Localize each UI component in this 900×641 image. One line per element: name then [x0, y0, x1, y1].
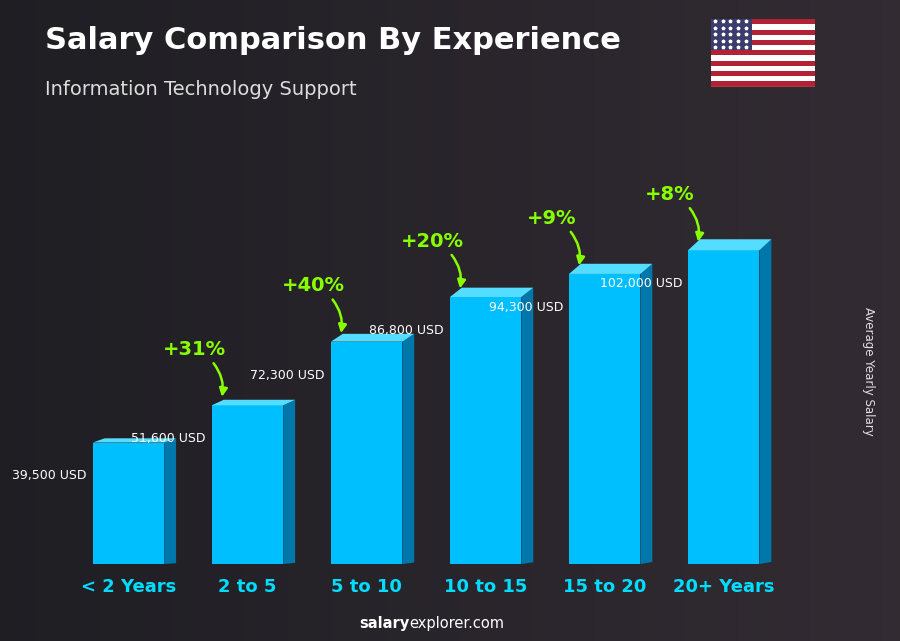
Bar [711, 61, 814, 66]
Text: 72,300 USD: 72,300 USD [250, 369, 325, 381]
Text: +9%: +9% [526, 209, 576, 228]
Text: 39,500 USD: 39,500 USD [13, 469, 86, 483]
Text: 86,800 USD: 86,800 USD [369, 324, 444, 337]
Bar [711, 81, 814, 87]
Text: +40%: +40% [282, 276, 345, 296]
Text: +20%: +20% [400, 232, 464, 251]
Bar [711, 35, 814, 40]
Polygon shape [569, 264, 652, 274]
Text: 94,300 USD: 94,300 USD [489, 301, 563, 314]
Polygon shape [212, 400, 295, 405]
Bar [711, 24, 814, 29]
Polygon shape [641, 264, 652, 564]
Polygon shape [402, 334, 414, 564]
Bar [711, 19, 752, 50]
FancyBboxPatch shape [212, 405, 284, 564]
Text: Average Yearly Salary: Average Yearly Salary [862, 308, 875, 436]
Text: salary: salary [359, 617, 410, 631]
Text: +8%: +8% [645, 185, 695, 204]
FancyBboxPatch shape [331, 342, 402, 564]
Text: +31%: +31% [162, 340, 226, 359]
Bar [711, 66, 814, 71]
Text: Salary Comparison By Experience: Salary Comparison By Experience [45, 26, 621, 54]
Polygon shape [164, 438, 176, 564]
Bar [711, 19, 814, 24]
Bar [711, 71, 814, 76]
Polygon shape [93, 438, 176, 442]
FancyBboxPatch shape [569, 274, 641, 564]
Text: 102,000 USD: 102,000 USD [599, 277, 682, 290]
Text: explorer.com: explorer.com [410, 617, 505, 631]
Bar [711, 50, 814, 56]
Text: 51,600 USD: 51,600 USD [131, 432, 206, 445]
Bar [711, 40, 814, 45]
FancyBboxPatch shape [688, 250, 760, 564]
Polygon shape [450, 288, 534, 297]
Text: Information Technology Support: Information Technology Support [45, 80, 356, 99]
Bar [711, 76, 814, 81]
Bar [711, 29, 814, 35]
FancyBboxPatch shape [450, 297, 521, 564]
Polygon shape [760, 239, 771, 564]
Polygon shape [688, 239, 771, 250]
Polygon shape [331, 334, 414, 342]
Polygon shape [284, 400, 295, 564]
FancyBboxPatch shape [93, 442, 164, 564]
Bar [711, 56, 814, 61]
Polygon shape [521, 288, 534, 564]
Bar [711, 45, 814, 50]
